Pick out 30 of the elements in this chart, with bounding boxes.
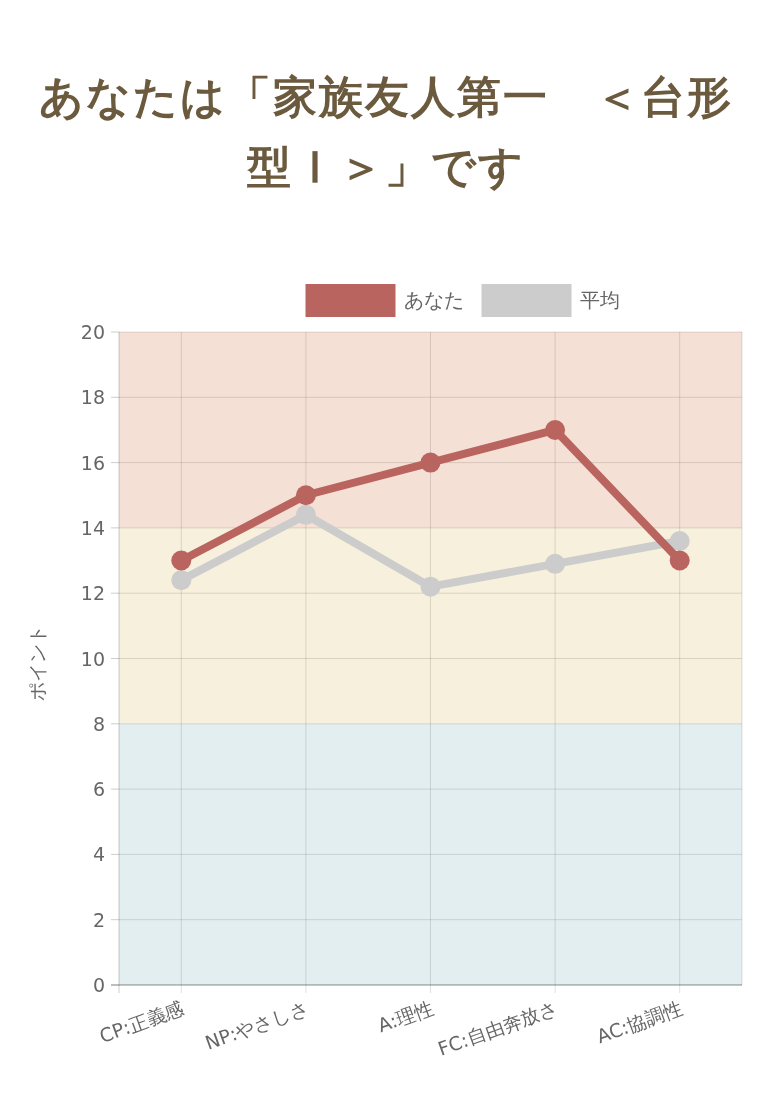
point <box>171 550 192 571</box>
point <box>545 419 566 440</box>
y-axis-title: ポイント <box>26 624 48 701</box>
point <box>545 553 566 574</box>
x-tick-label: NP:やさしさ <box>202 996 312 1054</box>
point <box>669 530 690 551</box>
x-tick-label: FC:自由奔放さ <box>434 996 561 1060</box>
x-tick-label: CP:正義感 <box>96 996 187 1047</box>
y-tick-label: 2 <box>92 908 105 931</box>
point <box>669 550 690 571</box>
chart-title: あなたは「家族友人第一 ＜台形型Ｉ＞」です <box>37 70 734 194</box>
y-tick-label: 0 <box>92 974 105 996</box>
y-tick-label: 20 <box>80 321 105 343</box>
legend-label: あなた <box>403 288 464 312</box>
y-tick-label: 4 <box>92 843 105 866</box>
point <box>420 576 441 597</box>
point <box>420 452 441 473</box>
y-tick-label: 12 <box>80 582 105 605</box>
y-tick-label: 14 <box>80 516 105 539</box>
y-tick-label: 8 <box>92 712 105 735</box>
y-tick-label: 18 <box>80 386 105 409</box>
legend-label: 平均 <box>579 288 620 312</box>
point <box>171 570 192 591</box>
point <box>295 504 316 525</box>
point <box>295 485 316 506</box>
y-tick-label: 16 <box>80 451 105 474</box>
y-tick-label: 6 <box>92 778 105 801</box>
y-tick-label: 10 <box>80 647 105 670</box>
x-tick-label: AC:協調性 <box>593 996 686 1048</box>
x-tick-label: A:理性 <box>374 996 436 1037</box>
